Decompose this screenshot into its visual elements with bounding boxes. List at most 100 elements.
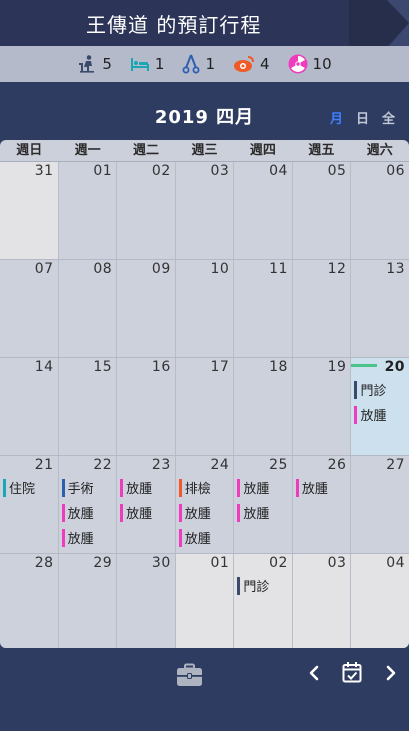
event-label: 門診 (360, 384, 387, 399)
calendar-day[interactable]: 23 放腫 放腫 (117, 456, 176, 553)
weekday-label: 週四 (249, 143, 276, 158)
calendar-day[interactable]: 07 (0, 260, 59, 357)
calendar-day[interactable]: 22 手術 放腫 放腫 (58, 456, 118, 553)
event-color-bar (237, 478, 241, 497)
stat-examination-count: 4 (260, 55, 270, 73)
weekday-label: 週一 (74, 143, 101, 158)
calendar-day[interactable]: 10 (175, 260, 235, 357)
calendar-week: 14 15 16 17 18 19 20 門診 放腫 (0, 358, 409, 456)
calendar-day[interactable]: 30 (117, 554, 176, 648)
calendar-day[interactable]: 28 (0, 554, 59, 648)
day-events: 門診放腫 (354, 380, 407, 430)
calendar-day-today[interactable]: 20 門診 放腫 (351, 358, 409, 455)
calendar-day[interactable]: 08 (58, 260, 118, 357)
event-color-bar (61, 528, 65, 547)
app-header: 王傳道 的預訂行程 (0, 0, 409, 46)
appointment-event[interactable]: 放腫 (295, 478, 349, 497)
day-number: 19 (327, 359, 347, 375)
day-number: 27 (386, 457, 406, 473)
view-all-tab[interactable]: 全 (381, 112, 395, 127)
calendar-day[interactable]: 04 (351, 554, 409, 648)
stat-radiation[interactable]: 10 (288, 54, 332, 74)
stat-surgery[interactable]: 1 (182, 54, 215, 74)
day-number: 04 (269, 163, 288, 179)
appointment-event[interactable]: 放腫 (237, 478, 290, 497)
calendar-day[interactable]: 11 (234, 260, 293, 357)
event-color-bar (354, 380, 358, 399)
calendar-day[interactable]: 09 (117, 260, 176, 357)
appointment-event[interactable]: 放腫 (178, 503, 232, 522)
calendar-day[interactable]: 02 (117, 162, 176, 259)
event-color-bar (61, 478, 65, 497)
weekday-label: 週日 (16, 143, 43, 158)
calendar-day[interactable]: 02 門診 (234, 554, 293, 648)
calendar-day[interactable]: 24 排檢 放腫 放腫 (175, 456, 235, 553)
briefcase-icon[interactable] (176, 663, 203, 687)
calendar-day[interactable]: 03 (175, 162, 235, 259)
day-events: 放腫 放腫 (237, 478, 290, 528)
day-number: 14 (34, 359, 54, 375)
event-color-bar (354, 405, 358, 424)
day-number: 17 (210, 359, 230, 375)
day-number: 04 (386, 555, 406, 571)
day-events: 放腫 (295, 478, 349, 503)
day-number: 03 (210, 163, 230, 179)
day-number: 02 (151, 163, 171, 179)
calendar-day[interactable]: 05 (292, 162, 352, 259)
weekday-header: 週日 週一 週二 週三 週四 週五 週六 (0, 140, 409, 162)
day-number: 12 (327, 261, 347, 277)
calendar-day[interactable]: 19 (292, 358, 352, 455)
day-number: 31 (34, 163, 54, 179)
appointment-event[interactable]: 門診 (354, 380, 407, 399)
stat-examination[interactable]: 4 (233, 55, 270, 73)
stat-outpatient[interactable]: 5 (77, 54, 112, 74)
calendar-check-icon[interactable] (342, 661, 362, 683)
calendar-day[interactable]: 14 (0, 358, 59, 455)
calendar-day[interactable]: 16 (117, 358, 176, 455)
calendar-day[interactable]: 13 (351, 260, 409, 357)
appointment-event[interactable]: 放腫 (120, 503, 173, 522)
calendar-day[interactable]: 15 (58, 358, 118, 455)
appointment-event[interactable]: 排檢 (178, 478, 232, 497)
stat-inpatient[interactable]: 1 (130, 55, 164, 73)
day-number: 23 (151, 457, 171, 473)
day-number: 30 (151, 555, 171, 571)
calendar-day[interactable]: 25 放腫 放腫 (234, 456, 293, 553)
calendar-day[interactable]: 01 (175, 554, 235, 648)
day-number: 10 (210, 261, 230, 277)
calendar-day[interactable]: 26 放腫 (292, 456, 352, 553)
view-day-tab[interactable]: 日 (355, 112, 369, 127)
calendar-day[interactable]: 04 (234, 162, 293, 259)
calendar-day[interactable]: 03 (292, 554, 352, 648)
appointment-event[interactable]: 門診 (237, 576, 290, 595)
appointment-event[interactable]: 放腫 (120, 478, 173, 497)
calendar-day[interactable]: 27 (351, 456, 409, 553)
appointment-event[interactable]: 放腫 (61, 528, 115, 547)
chevron-right-icon[interactable] (385, 665, 397, 681)
day-events: 排檢 放腫 放腫 (178, 478, 232, 553)
calendar-day[interactable]: 17 (175, 358, 235, 455)
event-label: 放腫 (126, 482, 153, 497)
appointment-event[interactable]: 放腫 (237, 503, 290, 522)
hospital-bed-icon (130, 58, 149, 71)
calendar-day[interactable]: 12 (292, 260, 352, 357)
day-number: 25 (269, 457, 288, 473)
appointment-event[interactable]: 手術 (61, 478, 115, 497)
calendar-day[interactable]: 31 (0, 162, 59, 259)
appointment-event[interactable]: 放腫 (354, 405, 407, 424)
day-number: 28 (34, 555, 54, 571)
appointment-event[interactable]: 放腫 (178, 528, 232, 547)
appointment-event[interactable]: 放腫 (61, 503, 115, 522)
calendar-day[interactable]: 06 (351, 162, 409, 259)
event-color-bar (3, 478, 6, 497)
chevron-left-icon[interactable] (308, 665, 320, 681)
view-month-tab[interactable]: 月 (329, 112, 343, 127)
surgery-scissors-icon (182, 54, 200, 74)
appointment-event[interactable]: 住院 (3, 478, 56, 497)
calendar-day[interactable]: 01 (58, 162, 118, 259)
calendar-day[interactable]: 29 (58, 554, 118, 648)
event-label: 放腫 (126, 507, 153, 522)
calendar-day[interactable]: 18 (234, 358, 293, 455)
calendar-day[interactable]: 21 住院 (0, 456, 59, 553)
month-header: 2019 四月 月 日 全 (0, 82, 409, 140)
